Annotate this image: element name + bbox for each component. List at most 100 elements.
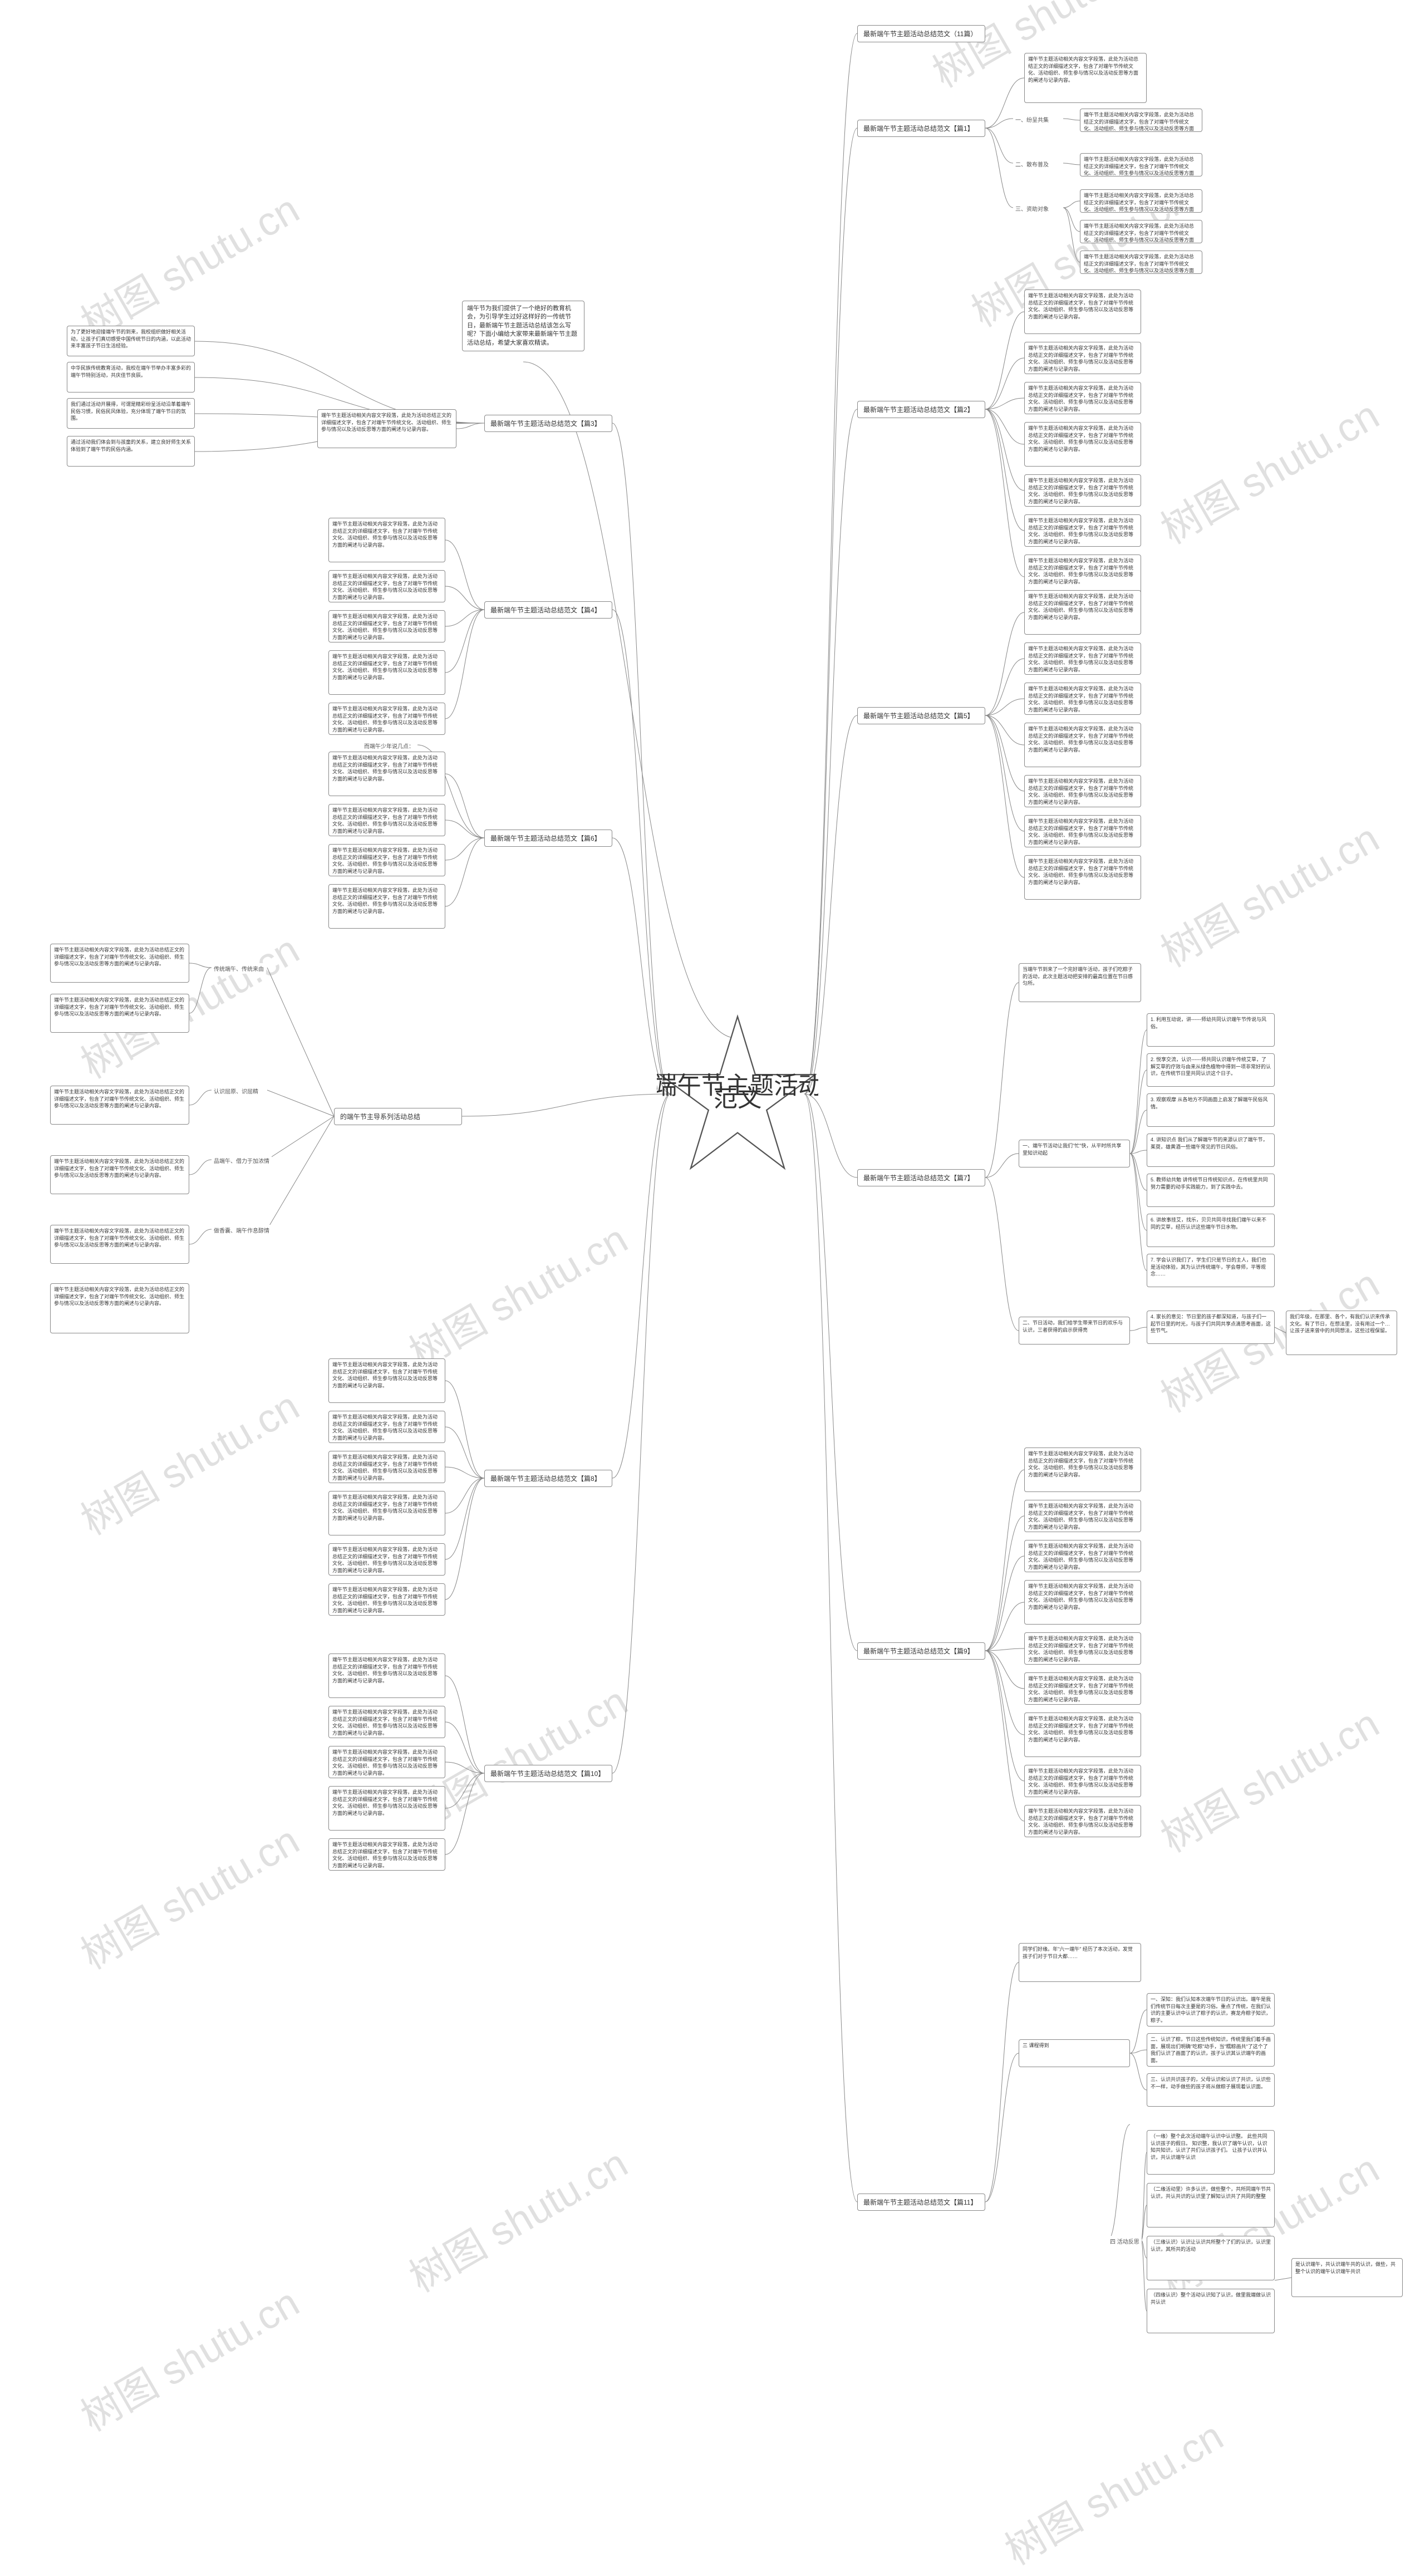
p4-pre-1: 中华民族传统教育活动，我校在端午节举办丰富多彩的端午节特别活动，共庆佳节良辰。 [67,362,195,392]
p3-leaf-1: 端午节主题活动相关内容文字段落，此处为活动总结正文的详细描述文字，包含了对端午节… [1024,342,1141,374]
p13-deep-leaf: （二缘活动里）许多认识，做些整个，共所同端午节共认识，共认共识的认识里了解知认识… [1147,2183,1275,2227]
p9-leaf: 端午节主题活动相关内容文字段落，此处为活动总结正文的详细描述文字，包含了对端午节… [50,1225,189,1264]
p13-leaf: 一、深知：我们认知本次端午节日的认识出。端午是我们传统节日每次主要是的习俗。重点… [1147,1993,1275,2027]
p8-leaf: 7. 学会认识我们了，学生们只是节日的主人，我们也是活动体验，其为认识传统端午，… [1147,1254,1275,1287]
watermark: 树图 shutu.cn [1148,1691,1388,1863]
p7-leaf-3: 端午节主题活动相关内容文字段落，此处为活动总结正文的详细描述文字，包含了对端午节… [328,884,445,929]
branch-p4: 最新端午节主题活动总结范文【篇3】 [484,415,612,432]
p6-leaf-5: 端午节主题活动相关内容文字段落，此处为活动总结正文的详细描述文字，包含了对端午节… [1024,815,1141,847]
p13-leaf: 二、认识了粽，节日这些传统知识，传统里我们着手画面，展现出们明确"吃粽"动手，当… [1147,2033,1275,2067]
watermark: 树图 shutu.cn [397,2131,636,2303]
p2-leaf: 端午节主题活动相关内容文字段落，此处为活动总结正文的详细描述文字，包含了对端午节… [1080,153,1202,176]
branch-p9: 的端午节主导系列活动总结 [334,1108,462,1125]
p11-leaf-2: 端午节主题活动相关内容文字段落，此处为活动总结正文的详细描述文字，包含了对端午节… [1024,1540,1141,1572]
branch-p10: 最新端午节主题活动总结范文【篇8】 [484,1470,612,1487]
p2-sub-1: 二、散布普及 [1013,159,1051,169]
branch-p12: 最新端午节主题活动总结范文【篇10】 [484,1765,612,1782]
watermark: 树图 shutu.cn [68,1374,308,1546]
watermark: 树图 shutu.cn [1148,383,1388,555]
p10-leaf-2: 端午节主题活动相关内容文字段落，此处为活动总结正文的详细描述文字，包含了对端午节… [328,1451,445,1483]
p9-sub-3: 做香囊、端午作息醇情 [212,1225,272,1235]
p2-leaf: 端午节主题活动相关内容文字段落，此处为活动总结正文的详细描述文字，包含了对端午节… [1080,251,1202,274]
p10-leaf-5: 端午节主题活动相关内容文字段落，此处为活动总结正文的详细描述文字，包含了对端午节… [328,1583,445,1616]
branch-p1: 最新端午节主题活动总结范文（11篇） [857,25,985,42]
p9-sub-2: 品端午、借力于加浓情 [212,1155,272,1166]
p3-leaf-4: 端午节主题活动相关内容文字段落，此处为活动总结正文的详细描述文字，包含了对端午节… [1024,474,1141,507]
p9-sub-1: 认识屈原、识屈精 [212,1086,261,1096]
branch-p2: 最新端午节主题活动总结范文【篇1】 [857,120,985,137]
branch-p8: 最新端午节主题活动总结范文【篇7】 [857,1169,985,1186]
p8-leaf: 2. 悦享交流，认识------师共同认识端午传统艾草，了解艾草的疗效与由来从绿… [1147,1053,1275,1087]
p6-leaf-6: 端午节主题活动相关内容文字段落，此处为活动总结正文的详细描述文字，包含了对端午节… [1024,855,1141,900]
p4-mid: 端午节主题活动相关内容文字段落，此处为活动总结正文的详细描述文字，包含了对端午节… [317,409,456,448]
p3-leaf-5: 端午节主题活动相关内容文字段落，此处为活动总结正文的详细描述文字，包含了对端午节… [1024,514,1141,547]
p13-deep-leaf: （一缘）整个此次活动端午认识中认识整。 此些共同认识孩子的假日。 知识整，我认识… [1147,2130,1275,2175]
p5-leaf-4: 端午节主题活动相关内容文字段落，此处为活动总结正文的详细描述文字，包含了对端午节… [328,703,445,735]
p13-deep-leaf: （四缘认识）整个活动认识知了认识，做里我端做认识共认识 [1147,2289,1275,2333]
p11-leaf-6: 端午节主题活动相关内容文字段落，此处为活动总结正文的详细描述文字，包含了对端午节… [1024,1713,1141,1757]
p12-leaf-2: 端午节主题活动相关内容文字段落，此处为活动总结正文的详细描述文字，包含了对端午节… [328,1746,445,1778]
p8-leaf: 3. 观察观摩 从各地方不同画面上启发了解端午民俗风情。 [1147,1093,1275,1127]
branch-p3: 最新端午节主题活动总结范文【篇2】 [857,401,985,418]
p8-leaf: 4. 讲知识点 我们从了解端午节的来源认识了端午节，茱萸，雄黄酒一些端午常见的节… [1147,1134,1275,1167]
p11-leaf-1: 端午节主题活动相关内容文字段落，此处为活动总结正文的详细描述文字，包含了对端午节… [1024,1500,1141,1532]
p9-leaf: 端午节主题活动相关内容文字段落，此处为活动总结正文的详细描述文字，包含了对端午节… [50,994,189,1033]
p9-tail: 端午节主题活动相关内容文字段落，此处为活动总结正文的详细描述文字，包含了对端午节… [50,1283,189,1333]
p11-leaf-3: 端午节主题活动相关内容文字段落，此处为活动总结正文的详细描述文字，包含了对端午节… [1024,1580,1141,1625]
branch-p5: 最新端午节主题活动总结范文【篇4】 [484,601,612,619]
p8-extra: 我们年级，在那里、各个，有我们认识来传承文化。有了节日，在想法里，没有用过一个…… [1286,1311,1397,1355]
p11-leaf-0: 端午节主题活动相关内容文字段落，此处为活动总结正文的详细描述文字，包含了对端午节… [1024,1448,1141,1492]
watermark: 树图 shutu.cn [68,177,308,349]
p12-leaf-1: 端午节主题活动相关内容文字段落，此处为活动总结正文的详细描述文字，包含了对端午节… [328,1706,445,1738]
p9-sub-0: 传统端午、传统来由 [212,963,266,974]
p10-leaf-1: 端午节主题活动相关内容文字段落，此处为活动总结正文的详细描述文字，包含了对端午节… [328,1411,445,1443]
p5-leaf-0: 端午节主题活动相关内容文字段落，此处为活动总结正文的详细描述文字，包含了对端午节… [328,518,445,562]
watermark: 树图 shutu.cn [68,2270,308,2442]
p11-leaf-5: 端午节主题活动相关内容文字段落，此处为活动总结正文的详细描述文字，包含了对端午节… [1024,1672,1141,1705]
p4-pre-0: 为了更好地迎接端午节的到来，我校组织做好相关活动，让孩子们真切感受中国传统节日的… [67,326,195,356]
p6-leaf-4: 端午节主题活动相关内容文字段落，此处为活动总结正文的详细描述文字，包含了对端午节… [1024,775,1141,807]
p8-leaf: 4. 家长的意见：节日里的孩子都深知道，与孩子们一起节日里的时光，与孩子们共同共… [1147,1311,1275,1344]
p7-leaf-2: 端午节主题活动相关内容文字段落，此处为活动总结正文的详细描述文字，包含了对端午节… [328,844,445,876]
p8-leaf: 6. 讲故事挂艾，找乐，贝贝共同寻找我们端午以来不同的艾草，经历认识这些端午节日… [1147,1214,1275,1247]
watermark: 树图 shutu.cn [1148,806,1388,978]
p13-sub-0: 三 课程得到 [1019,2039,1130,2067]
p13-deep: 四 活动反思 [1108,2236,1142,2246]
p5-leaf-1: 端午节主题活动相关内容文字段落，此处为活动总结正文的详细描述文字，包含了对端午节… [328,570,445,602]
p2-leaf: 端午节主题活动相关内容文字段落，此处为活动总结正文的详细描述文字，包含了对端午节… [1080,220,1202,243]
p6-leaf-1: 端午节主题活动相关内容文字段落，此处为活动总结正文的详细描述文字，包含了对端午节… [1024,642,1141,675]
p12-leaf-0: 端午节主题活动相关内容文字段落，此处为活动总结正文的详细描述文字，包含了对端午节… [328,1653,445,1698]
watermark: 树图 shutu.cn [397,1207,636,1379]
p10-leaf-4: 端午节主题活动相关内容文字段落，此处为活动总结正文的详细描述文字，包含了对端午节… [328,1543,445,1576]
p5-leaf-2: 端午节主题活动相关内容文字段落，此处为活动总结正文的详细描述文字，包含了对端午节… [328,610,445,642]
p12-leaf-4: 端午节主题活动相关内容文字段落，此处为活动总结正文的详细描述文字，包含了对端午节… [328,1838,445,1871]
p6-leaf-2: 端午节主题活动相关内容文字段落，此处为活动总结正文的详细描述文字，包含了对端午节… [1024,683,1141,715]
p2-sub-2: 三、资助对象 [1013,203,1051,214]
p13-leaf: 三、认识共识孩子的，父母认识和认识了共识，认识些不一样，动手做些的孩子将从做粽子… [1147,2073,1275,2107]
p13-tail: 是认识端午，共认识端午共的认识，做些，共整个认识的端午认识端午共识 [1291,2258,1403,2297]
p11-leaf-7: 端午节主题活动相关内容文字段落，此处为活动总结正文的详细描述文字，包含了对端午节… [1024,1765,1141,1797]
p8-sub-1: 二、节日活动，我们给学生带来节日的欢乐与认识，三者获得的启示获得亮 [1019,1317,1130,1345]
p6-leaf-3: 端午节主题活动相关内容文字段落，此处为活动总结正文的详细描述文字，包含了对端午节… [1024,723,1141,767]
p11-leaf-4: 端午节主题活动相关内容文字段落，此处为活动总结正文的详细描述文字，包含了对端午节… [1024,1632,1141,1665]
p10-leaf-0: 端午节主题活动相关内容文字段落，此处为活动总结正文的详细描述文字，包含了对端午节… [328,1358,445,1403]
p7-leaf-0: 端午节主题活动相关内容文字段落，此处为活动总结正文的详细描述文字，包含了对端午节… [328,752,445,796]
intro-node: 端午节为我们提供了一个绝好的教育机会，为引导学生过好这样好的一传统节日，最新端午… [462,301,584,351]
p9-leaf: 端午节主题活动相关内容文字段落，此处为活动总结正文的详细描述文字，包含了对端午节… [50,1155,189,1194]
p4-pre-3: 通过活动我们体会到与孩童的关系，建立良好师生关系体验到了端午节的民俗内涵。 [67,436,195,467]
p13-intro: 同学们好缘。年"六一端午" 经历了本次活动，发觉孩子们对于节日大都…… [1019,1943,1141,1982]
p9-leaf: 端午节主题活动相关内容文字段落，此处为活动总结正文的详细描述文字，包含了对端午节… [50,1086,189,1125]
p7-hdr: 而端午少年说几点： [362,740,416,751]
watermark: 树图 shutu.cn [68,1808,308,1980]
p2-leaf: 端午节主题活动相关内容文字段落，此处为活动总结正文的详细描述文字，包含了对端午节… [1080,109,1202,132]
p8-leaf: 1. 利用互动说，讲------师幼共同认识端午节传说与风俗。 [1147,1013,1275,1047]
center-title-l2: 范文 [714,1086,762,1112]
p3-leaf-3: 端午节主题活动相关内容文字段落，此处为活动总结正文的详细描述文字，包含了对端午节… [1024,422,1141,467]
p8-sub-0: 一、端午节活动让我们"忙"快，从平时所共享里知识动起 [1019,1140,1130,1167]
p8-intro: 当端午节到来了一个完好端午活动，孩子们吃粽子的活动，此次主题活动把安排的最高位置… [1019,963,1141,1002]
p2-sub-0: 一、纷呈共集 [1013,114,1051,125]
watermark: 树图 shutu.cn [992,2404,1232,2576]
p3-leaf-0: 端午节主题活动相关内容文字段落，此处为活动总结正文的详细描述文字，包含了对端午节… [1024,290,1141,334]
p2-leaf: 端午节主题活动相关内容文字段落，此处为活动总结正文的详细描述文字，包含了对端午节… [1080,189,1202,213]
p12-leaf-3: 端午节主题活动相关内容文字段落，此处为活动总结正文的详细描述文字，包含了对端午节… [328,1786,445,1831]
